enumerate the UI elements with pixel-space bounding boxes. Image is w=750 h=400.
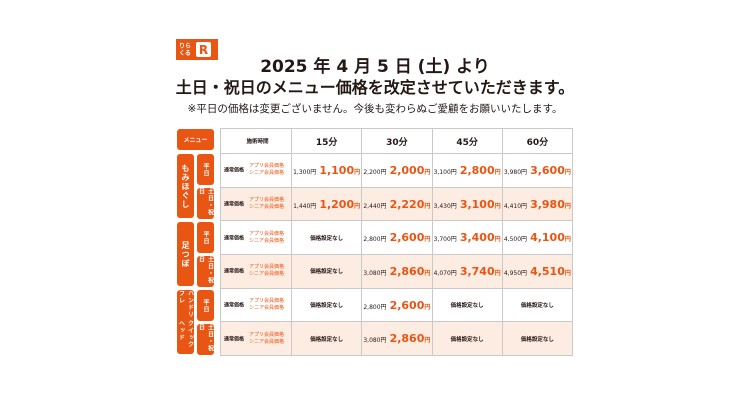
price-row: 通常価格アプリ会員価格 シニア会員価格 1,300円 1,100円 2,200円 2,00… [220,153,574,188]
price-cell: 2,800円 2,600円 [361,220,433,256]
regular-price: 2,200円 [363,168,387,176]
regular-price: 4,950円 [503,269,528,277]
price-cell: 3,700円 3,400円 [431,220,503,256]
brand-logo: りらくる R [176,39,218,60]
price-cell: 1,440円 1,200円 [290,186,363,222]
price-labels: 通常価格アプリ会員価格 シニア会員価格 [220,287,292,323]
price-row: 通常価格アプリ会員価格 シニア会員価格 価格設定なし 3,080円 2,860円 4,07… [220,254,574,289]
price-labels: 通常価格アプリ会員価格 シニア会員価格 [220,220,292,256]
price-cell: 4,950円 4,510円 [501,254,574,289]
price-cell: 3,980円 3,600円 [501,153,574,188]
member-price: 2,860円 [389,332,431,346]
day-type-label: 土日・祝日 [197,324,214,355]
regular-price: 1,440円 [293,202,317,210]
day-type-label: 土日・祝日 [197,256,214,287]
price-row: 通常価格アプリ会員価格 シニア会員価格 1,440円 1,200円 2,440円 2,22… [220,186,574,222]
menu-name: クイックヘッド [177,319,194,348]
regular-price: 3,700円 [433,236,457,244]
price-cell: 4,500円 4,100円 [501,220,574,256]
menu-header: メニュー [177,129,214,150]
regular-price: 4,500円 [503,236,528,244]
table-header-row: 施術時間 15分 30分 45分 60分 [220,128,574,154]
regular-price: 3,980円 [503,168,528,176]
price-cell: 2,200円 2,000円 [361,153,433,188]
logo-text: りらくる [179,42,192,57]
member-price: 4,100円 [530,231,571,245]
member-price: 2,600円 [389,231,431,245]
price-cell: 4,070円 3,740円 [431,254,503,289]
member-price: 4,510円 [530,264,571,278]
headline: 土日・祝日のメニュー価格を改定させていただきます。 [175,78,575,97]
time-header: 施術時間 [220,128,292,154]
member-price: 3,980円 [530,197,571,211]
member-price: 1,100円 [319,163,361,177]
price-cell: 3,430円 3,100円 [431,186,503,222]
member-price: 2,000円 [389,163,431,177]
price-cell: 価格設定なし [431,287,503,323]
member-price: 2,600円 [389,298,431,312]
member-price: 2,220円 [389,197,431,211]
regular-price: 4,070円 [433,269,457,277]
regular-price: 2,800円 [363,303,387,311]
member-price: 2,800円 [459,163,501,177]
regular-price: 3,080円 [363,337,387,345]
day-type-label: 土日・祝日 [197,188,214,219]
regular-price: 4,410円 [503,202,528,210]
menu-name: もみほぐし [181,163,190,209]
price-cell: 価格設定なし [290,321,363,357]
price-table: 施術時間 15分 30分 45分 60分 通常価格アプリ会員価格 シニア会員価格 1… [220,128,574,357]
day-type-label: 平日 [197,290,214,321]
note: ※平日の価格は変更ございません。今後も変わらぬご愛顧をお願いいたします。 [187,103,563,115]
regular-price: 1,300円 [293,168,317,176]
price-row: 通常価格アプリ会員価格 シニア会員価格 価格設定なし 3,080円 2,860円 価格設定… [220,321,574,357]
price-cell: 1,300円 1,100円 [290,153,363,188]
price-cell: 価格設定なし [290,254,363,289]
menu-name: ハンドリフレ [177,290,194,318]
menu-category: もみほぐし [177,154,194,218]
price-cell: 価格設定なし [290,220,363,256]
menu-category: 足つぼ [177,222,194,286]
price-cell: 2,800円 2,600円 [361,287,433,323]
price-cell: 価格設定なし [290,287,363,323]
price-labels: 通常価格アプリ会員価格 シニア会員価格 [220,186,292,222]
member-price: 3,740円 [459,264,501,278]
col-header: 45分 [431,128,503,154]
price-labels: 通常価格アプリ会員価格 シニア会員価格 [220,254,292,289]
logo-letter: R [196,42,211,57]
price-cell: 価格設定なし [501,287,574,323]
price-cell: 3,100円 2,800円 [431,153,503,188]
price-labels: 通常価格アプリ会員価格 シニア会員価格 [220,153,292,188]
price-labels: 通常価格アプリ会員価格 シニア会員価格 [220,321,292,357]
price-cell: 3,080円 2,860円 [361,254,433,289]
price-cell: 価格設定なし [431,321,503,357]
member-price: 3,100円 [459,197,501,211]
price-cell: 3,080円 2,860円 [361,321,433,357]
regular-price: 3,100円 [433,168,457,176]
menu-name: 足つぼ [181,240,190,268]
member-price: 2,860円 [389,264,431,278]
col-header: 15分 [290,128,363,154]
member-price: 3,400円 [459,231,501,245]
member-price: 3,600円 [530,163,571,177]
col-header: 60分 [501,128,574,154]
price-row: 通常価格アプリ会員価格 シニア会員価格 価格設定なし 2,800円 2,600円 価格設定… [220,287,574,323]
member-price: 1,200円 [319,197,361,211]
menu-category: ハンドリフレ クイックヘッド [177,290,194,354]
price-cell: 価格設定なし [501,321,574,357]
regular-price: 2,440円 [363,202,387,210]
price-cell: 4,410円 3,980円 [501,186,574,222]
regular-price: 3,080円 [363,269,387,277]
headline-date: 2025 年 4 月 5 日 (土) より [260,57,490,77]
price-cell: 2,440円 2,220円 [361,186,433,222]
col-header: 30分 [361,128,433,154]
day-type-label: 平日 [197,222,214,253]
regular-price: 3,430円 [433,202,457,210]
regular-price: 2,800円 [363,236,387,244]
price-row: 通常価格アプリ会員価格 シニア会員価格 価格設定なし 2,800円 2,600円 3,70… [220,220,574,256]
day-type-label: 平日 [197,154,214,185]
